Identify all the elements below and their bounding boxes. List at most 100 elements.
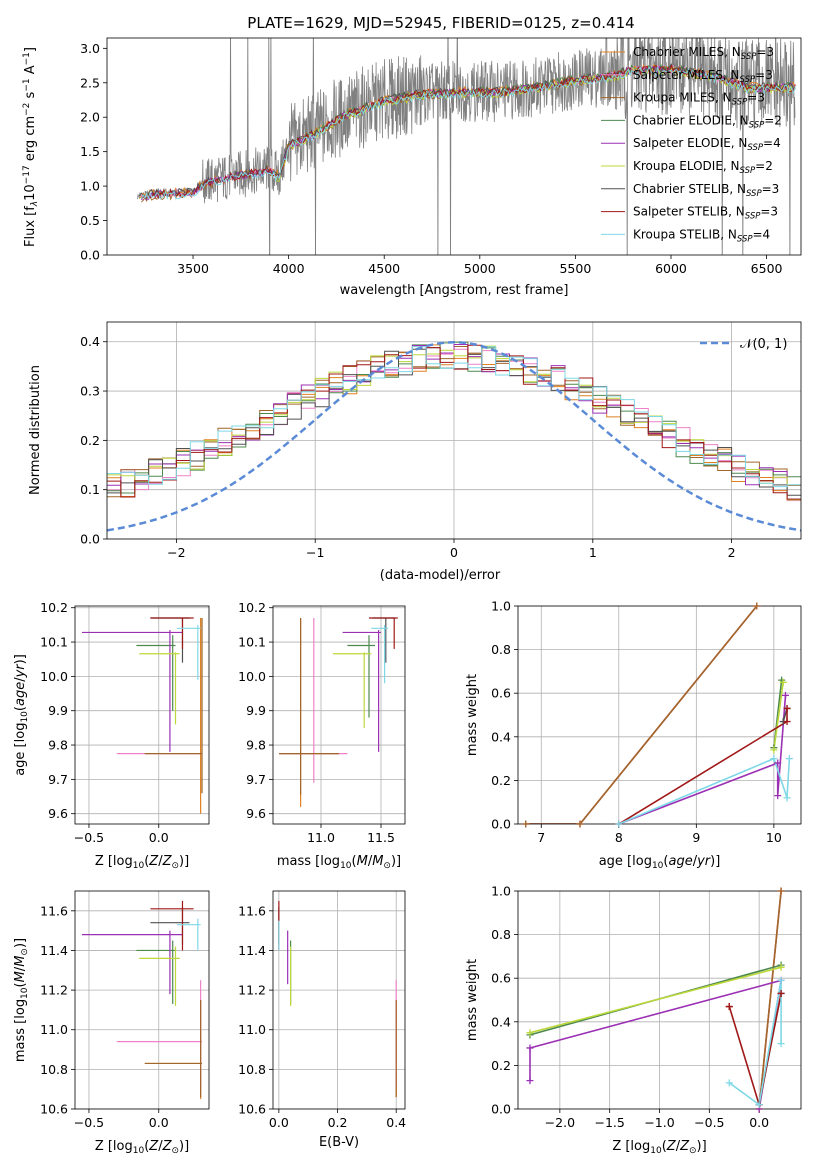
plot-area xyxy=(137,38,796,255)
y-tick-label: 2.5 xyxy=(80,75,100,90)
legend-entry: Chabrier MILES, NSSP=3 xyxy=(633,45,774,62)
y-tick-label: 9.6 xyxy=(246,806,266,821)
weight-marker xyxy=(526,1077,534,1085)
axes-residuals: −2 −1 0 1 2 0.0 0.1 0.2 0.3 0.4 xyxy=(80,321,802,560)
model-line-6 xyxy=(275,66,796,182)
label-part: −1 xyxy=(22,78,32,91)
label-part: / xyxy=(693,854,698,869)
label-part: Z xyxy=(148,854,159,869)
label-part: erg cm xyxy=(23,116,38,165)
legend-sub: SSP xyxy=(746,189,762,199)
y-tick-label: 10.8 xyxy=(238,1062,266,1077)
y-tick-label: 9.8 xyxy=(48,738,68,753)
label-part: −1 xyxy=(22,52,32,65)
axes-age_vs_mass: 11.0 11.5 9.6 9.7 9.8 9.9 10.0 10.1 10.2 xyxy=(238,600,406,845)
label-part: )] xyxy=(179,854,189,869)
y-tick-label: 10.6 xyxy=(40,1102,68,1117)
y-tick-label: 9.7 xyxy=(246,772,266,787)
label-part: age [log xyxy=(13,723,28,776)
label-part: / xyxy=(13,677,28,682)
weight-line-6 xyxy=(773,682,784,751)
label-part: ] xyxy=(23,47,38,52)
x-axis-label: wavelength [Angstrom, rest frame] xyxy=(340,283,569,298)
weight-marker xyxy=(755,1101,763,1109)
x-axis-label: Z [log10(Z/Z⊙)] xyxy=(95,1139,189,1156)
y-tick-label: 9.7 xyxy=(48,772,68,787)
y-tick-label: 9.8 xyxy=(246,738,266,753)
label-part: ( xyxy=(144,854,149,869)
label-part: M xyxy=(357,854,368,869)
y-tick-label: 11.4 xyxy=(238,943,266,958)
y-tick-label: 0.8 xyxy=(491,642,511,657)
legend-text: Salpeter ELODIE, N xyxy=(633,136,747,150)
label-part: Z [log xyxy=(95,854,133,869)
axes-weight_vs_age: 7 8 9 10 0.0 0.2 0.4 0.6 0.8 1.0 xyxy=(491,599,802,845)
x-tick-label: −0.5 xyxy=(694,1115,724,1130)
label-part: Z xyxy=(679,1139,690,1154)
x-tick-label: 0.4 xyxy=(386,1115,406,1130)
y-tick-label: 0.0 xyxy=(491,1102,511,1117)
x-tick-label: 0.0 xyxy=(149,830,169,845)
plot-area xyxy=(75,606,209,824)
label-part: Flux [f xyxy=(23,206,38,247)
y-tick-label: 0.3 xyxy=(80,384,100,399)
label-part: mass [log xyxy=(277,854,340,869)
label-part: M xyxy=(372,854,383,869)
weight-marker xyxy=(781,691,789,699)
y-tick-label: 11.2 xyxy=(40,983,68,998)
label-part: ( xyxy=(662,1139,667,1154)
label-part: ( xyxy=(663,854,668,869)
y-tick-label: 0.1 xyxy=(80,482,100,497)
label-part: ( xyxy=(13,982,28,987)
axes-frame xyxy=(272,605,406,825)
weight-marker xyxy=(753,602,761,610)
label-part: ( xyxy=(144,1139,149,1154)
figure-title: PLATE=1629, MJD=52945, FIBERID=0125, z=0… xyxy=(247,14,634,32)
model-line-9 xyxy=(140,66,796,201)
y-tick-label: 0.2 xyxy=(491,1058,511,1073)
x-axis-label: Z [log10(Z/Z⊙)] xyxy=(612,1139,706,1156)
label-part: 10 xyxy=(23,184,38,201)
label-part: ⊙ xyxy=(171,861,179,871)
x-axis-label: (data-model)/error xyxy=(380,568,501,583)
label-part: yr xyxy=(13,663,28,679)
label-part: / xyxy=(158,854,163,869)
histogram-9 xyxy=(107,346,801,488)
legend-text: Kroupa STELIB, N xyxy=(633,227,737,241)
label-part: M xyxy=(13,971,28,982)
y-axis-label: mass weight xyxy=(465,959,480,1041)
legend-entry: Salpeter STELIB, NSSP=3 xyxy=(633,205,778,222)
plot-area xyxy=(518,891,801,1109)
label-part: ⊙ xyxy=(171,1146,179,1156)
label-part: Z [log xyxy=(612,1139,650,1154)
label-part: )] xyxy=(13,654,28,664)
weight-marker xyxy=(770,755,778,763)
label-part: mass [log xyxy=(13,999,28,1062)
y-tick-label: 11.6 xyxy=(238,903,266,918)
x-tick-label: −1.5 xyxy=(594,1115,624,1130)
axes-frame xyxy=(517,605,802,825)
legend-sub: SSP xyxy=(737,234,753,244)
axes-frame xyxy=(517,890,802,1110)
x-axis-label: age [log10(age/yr)] xyxy=(599,854,721,871)
x-tick-label: −1.0 xyxy=(644,1115,674,1130)
axes-frame xyxy=(106,321,802,540)
label-part: 10 xyxy=(652,861,664,871)
x-tick-label: 0 xyxy=(450,545,458,560)
label-part: 10 xyxy=(340,861,352,871)
weight-line-3 xyxy=(525,606,758,824)
x-tick-label: −2 xyxy=(167,545,185,560)
y-tick-label: 2.0 xyxy=(80,110,100,125)
x-tick-label: 6500 xyxy=(751,261,783,276)
legend-tail: =3 xyxy=(755,68,773,82)
weight-line-2 xyxy=(525,606,758,824)
weight-marker xyxy=(526,1029,534,1037)
weight-marker xyxy=(777,989,785,997)
x-axis-label: mass [log10(M/M⊙)] xyxy=(277,854,401,871)
legend-text: Chabrier STELIB, N xyxy=(633,182,746,196)
label-part: )] xyxy=(391,854,401,869)
label-part: 10 xyxy=(20,711,30,723)
legend-entry: Kroupa STELIB, NSSP=4 xyxy=(633,227,770,244)
label-part: 10 xyxy=(20,987,30,999)
